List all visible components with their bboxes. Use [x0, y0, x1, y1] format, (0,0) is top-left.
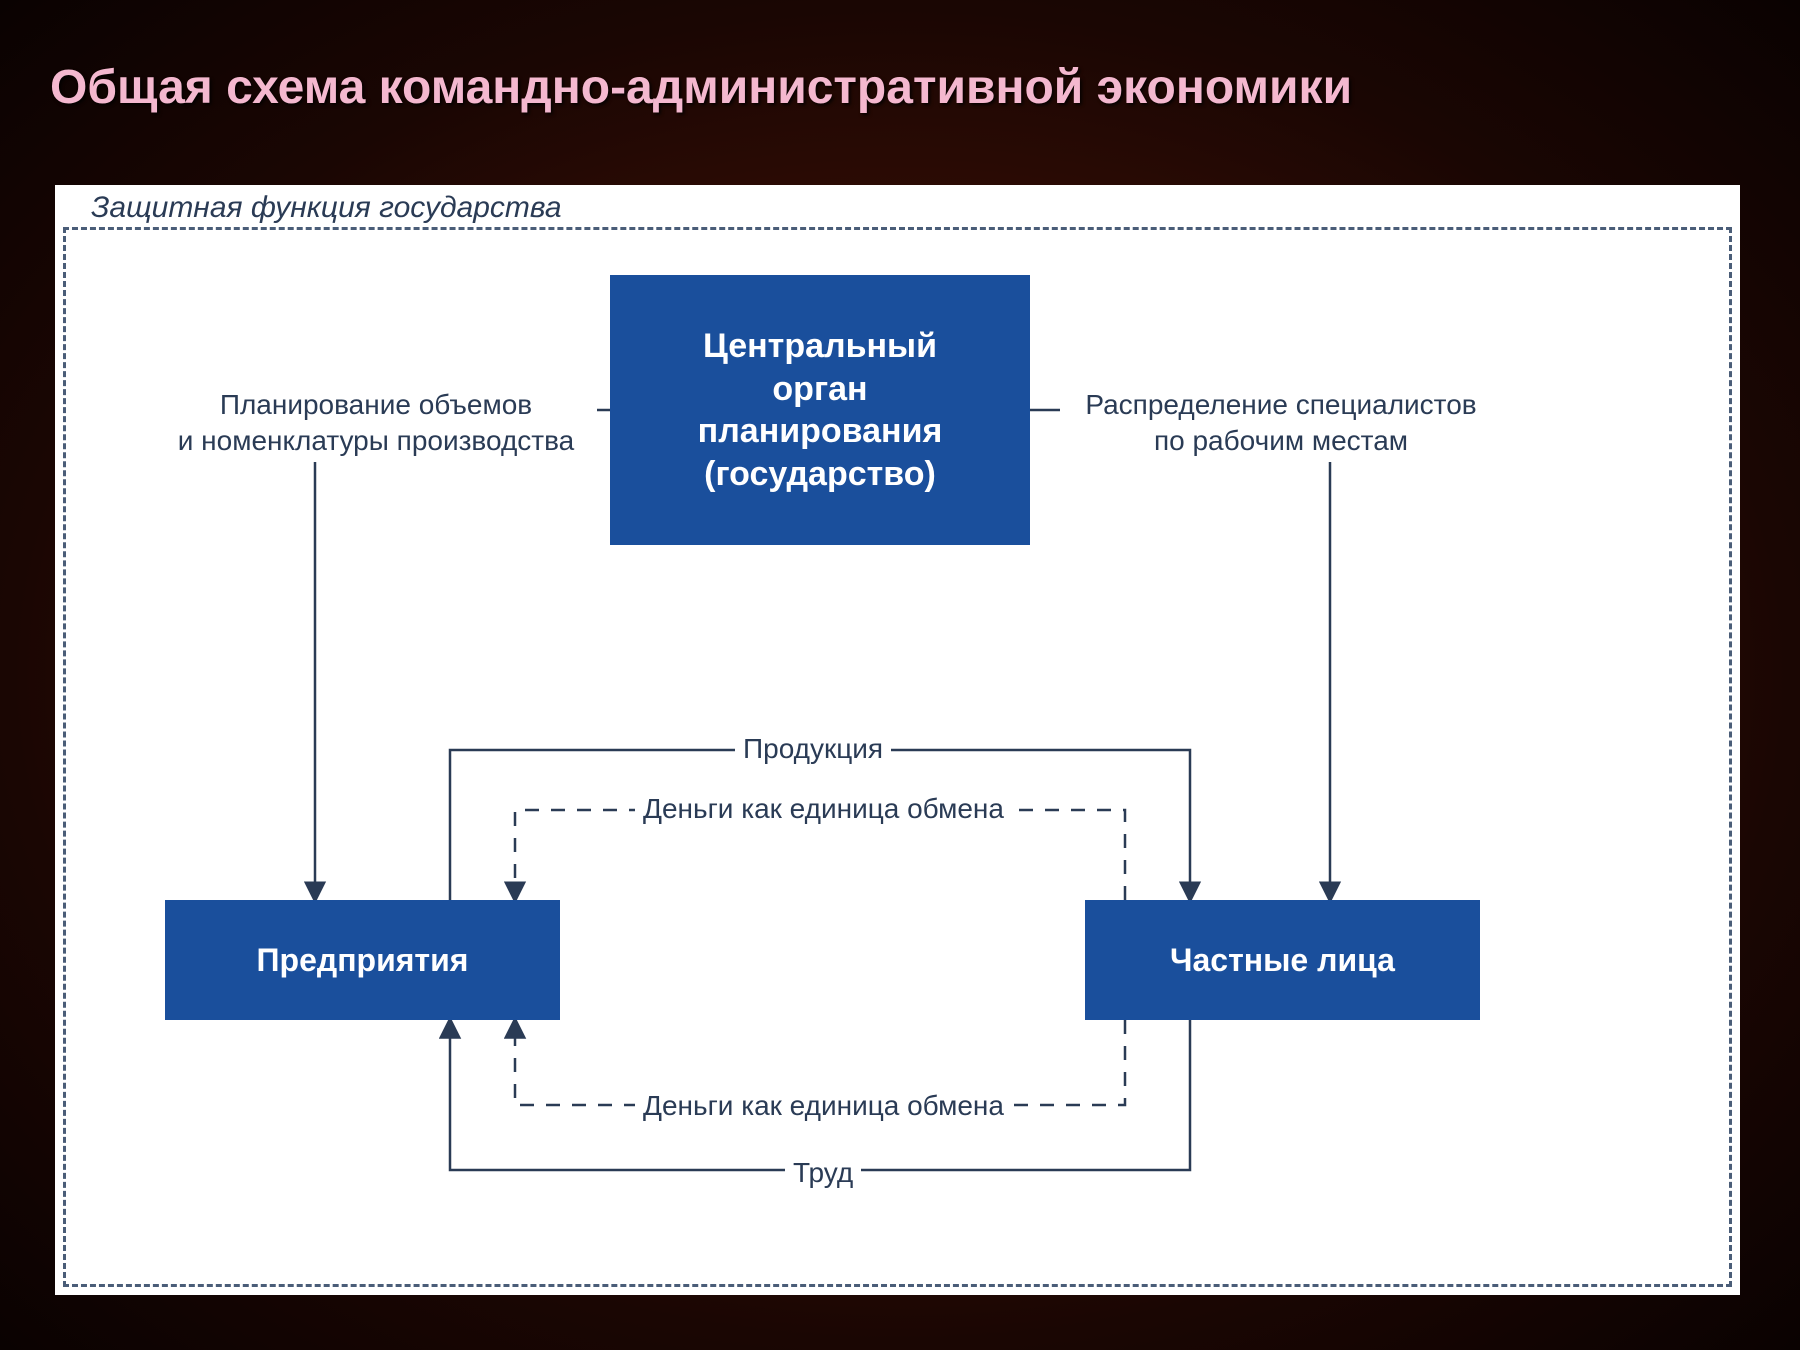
- label-money2: Деньги как единица обмена: [635, 1090, 1012, 1122]
- connector-line: [315, 410, 610, 900]
- frame-caption: Защитная функция государства: [85, 191, 568, 225]
- slide-title: Общая схема командно-административной эк…: [50, 60, 1750, 115]
- connector-line: [450, 750, 1190, 900]
- node-enterprises: Предприятия: [165, 900, 560, 1020]
- label-plan: Планирование объемови номенклатуры произ…: [155, 385, 597, 462]
- label-labor: Труд: [785, 1157, 861, 1189]
- label-distr: Распределение специалистовпо рабочим мес…: [1060, 385, 1502, 462]
- diagram-frame: Защитная функция государства Центральный…: [55, 185, 1740, 1295]
- node-central: Центральныйорганпланирования(государство…: [610, 275, 1030, 545]
- label-product: Продукция: [735, 733, 891, 765]
- node-individuals: Частные лица: [1085, 900, 1480, 1020]
- label-money1: Деньги как единица обмена: [635, 793, 1012, 825]
- connector-line: [1030, 410, 1330, 900]
